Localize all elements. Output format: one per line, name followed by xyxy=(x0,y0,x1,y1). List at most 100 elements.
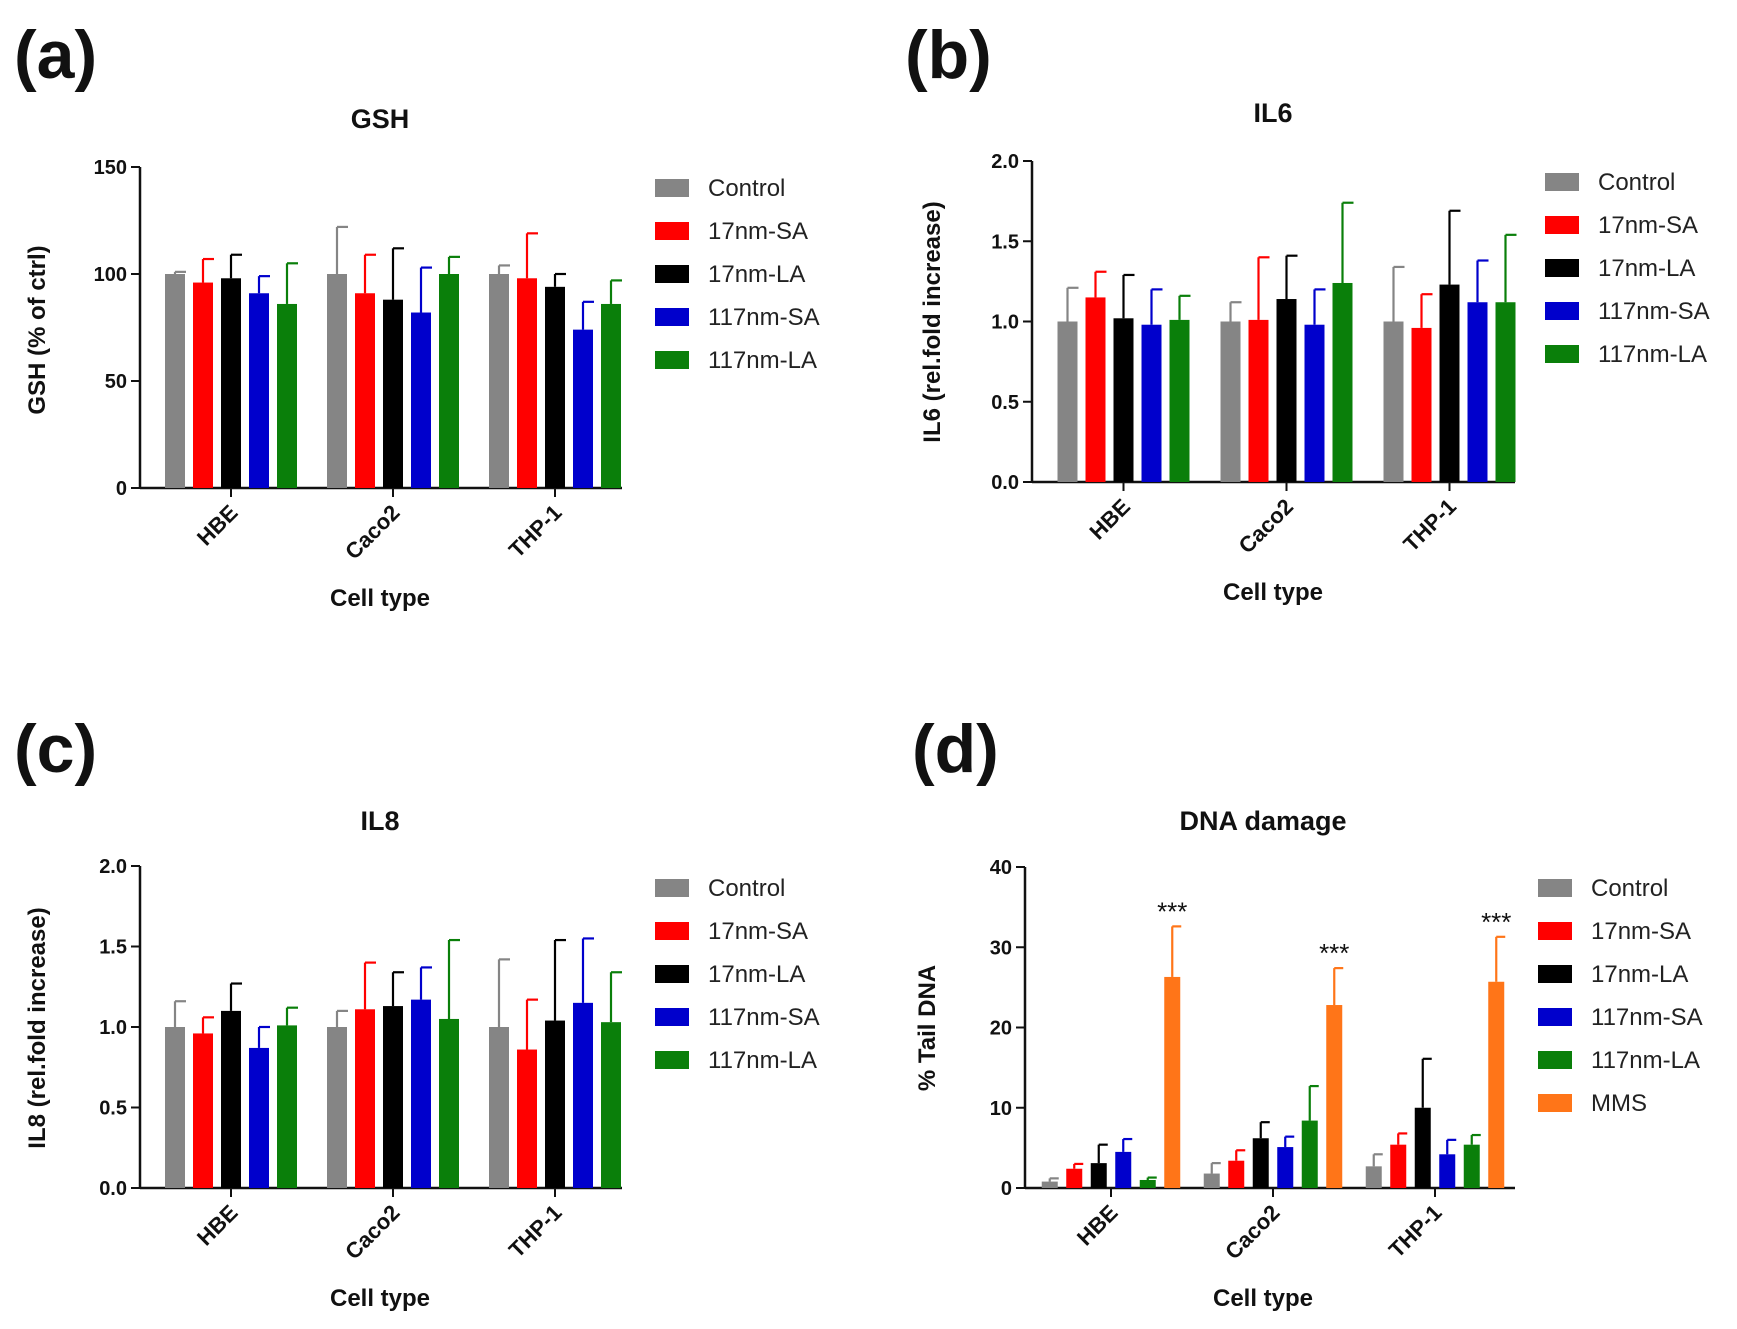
y-axis-label-c: IL8 (rel.fold increase) xyxy=(24,907,51,1148)
error-bar-117nm-la-thp-1-d xyxy=(1470,1133,1481,1145)
error-bar-117nm-sa-thp-1-d xyxy=(1446,1138,1457,1155)
legend-item-17nm-sa-c: 17nm-SA xyxy=(655,918,808,945)
y-tick-label-c: 0.5 xyxy=(99,1098,127,1120)
error-bar-17nm-sa-thp-1-a xyxy=(525,232,538,279)
bar-117nm-la-caco2-a xyxy=(439,274,459,488)
y-tick-label-d: 10 xyxy=(990,1098,1012,1120)
bar-17nm-la-caco2-d xyxy=(1252,1138,1269,1188)
error-bar-117nm-la-caco2-d xyxy=(1308,1084,1319,1121)
legend-item-117nm-sa-a: 117nm-SA xyxy=(655,304,820,331)
error-bar-17nm-sa-caco2-a xyxy=(363,253,376,294)
bar-control-hbe-a xyxy=(165,274,185,488)
bar-control-caco2-c xyxy=(327,1027,347,1188)
bar-17nm-la-thp-1-d xyxy=(1414,1107,1431,1188)
bar-117nm-la-thp-1-a xyxy=(601,303,621,488)
y-tick-label-d: 0 xyxy=(1001,1178,1012,1200)
error-bar-control-caco2-a xyxy=(335,225,348,274)
bar-control-caco2-a xyxy=(327,274,347,488)
legend-item-117nm-sa-d: 117nm-SA xyxy=(1538,1004,1703,1031)
error-bar-mms-thp-1-d xyxy=(1495,935,1506,982)
bar-17nm-sa-hbe-b xyxy=(1085,297,1106,482)
error-bar-17nm-la-hbe-a xyxy=(229,253,242,279)
error-bar-control-thp-1-a xyxy=(497,264,510,274)
error-bar-17nm-sa-hbe-c xyxy=(201,1016,214,1034)
bar-117nm-la-hbe-d xyxy=(1139,1179,1156,1188)
plot-area-d: 0 10 20 30 40 HBE Caco2 THP-1 *** *** *** xyxy=(990,857,1515,1264)
y-tick-label-b: 0.5 xyxy=(991,392,1019,414)
bar-control-thp-1-c xyxy=(489,1027,509,1188)
bar-17nm-sa-caco2-d xyxy=(1228,1160,1245,1188)
y-tick-label-b: 1.0 xyxy=(991,312,1019,334)
bar-17nm-sa-hbe-d xyxy=(1066,1168,1083,1188)
legend-swatch-117nm-sa xyxy=(1538,1008,1572,1026)
error-bar-117nm-sa-hbe-a xyxy=(257,275,270,294)
x-tick-label-thp-1-c: THP-1 xyxy=(504,1200,567,1263)
bar-117nm-sa-thp-1-d xyxy=(1439,1154,1456,1188)
error-bar-17nm-sa-hbe-d xyxy=(1073,1162,1084,1169)
legend-label-117nm-sa: 117nm-SA xyxy=(1598,298,1710,325)
bar-control-hbe-c xyxy=(165,1027,185,1188)
legend-swatch-17nm-la xyxy=(1538,965,1572,983)
legend-label-17nm-sa: 17nm-SA xyxy=(1591,918,1691,945)
legend-swatch-mms xyxy=(1538,1094,1572,1112)
bar-117nm-la-hbe-c xyxy=(277,1025,297,1188)
error-bar-117nm-la-thp-1-b xyxy=(1504,233,1517,303)
bar-17nm-sa-thp-1-c xyxy=(517,1049,537,1188)
error-bar-117nm-sa-caco2-d xyxy=(1284,1135,1295,1148)
bar-17nm-la-caco2-a xyxy=(383,299,403,488)
legend-label-17nm-la: 17nm-LA xyxy=(1598,255,1695,282)
legend-swatch-117nm-la xyxy=(655,1051,689,1069)
legend-item-17nm-la-c: 17nm-LA xyxy=(655,961,805,988)
error-bar-mms-caco2-d xyxy=(1333,967,1344,1006)
bar-17nm-la-caco2-c xyxy=(383,1006,403,1188)
legend-swatch-17nm-la xyxy=(655,965,689,983)
legend-label-17nm-sa: 17nm-SA xyxy=(1598,212,1698,239)
panel-letter-d: (d) xyxy=(912,711,999,787)
panel-letter-c: (c) xyxy=(14,711,97,787)
error-bar-117nm-la-caco2-b xyxy=(1341,201,1354,283)
x-axis-label-b: Cell type xyxy=(1223,579,1323,606)
legend-item-control-b: Control xyxy=(1545,169,1675,196)
bar-control-hbe-d xyxy=(1041,1181,1058,1188)
legend-label-control: Control xyxy=(708,875,785,902)
bar-17nm-sa-thp-1-a xyxy=(517,278,537,488)
error-bar-117nm-sa-hbe-c xyxy=(257,1025,270,1048)
legend-swatch-17nm-la xyxy=(1545,259,1579,277)
plot-area-b: 0.0 0.5 1.0 1.5 2.0 HBE Caco2 THP-1 xyxy=(991,151,1517,558)
legend-swatch-control xyxy=(655,179,689,197)
legend-label-mms: MMS xyxy=(1591,1090,1647,1117)
error-bar-117nm-sa-hbe-b xyxy=(1150,288,1163,325)
y-tick-label-a: 100 xyxy=(94,264,127,286)
bar-control-hbe-b xyxy=(1057,321,1078,482)
legend-swatch-117nm-sa xyxy=(1545,302,1579,320)
y-tick-label-a: 50 xyxy=(105,371,127,393)
error-bar-17nm-sa-caco2-b xyxy=(1257,256,1270,320)
legend-swatch-117nm-la xyxy=(1538,1051,1572,1069)
y-tick-label-b: 2.0 xyxy=(991,151,1019,173)
chart-title-a: GSH xyxy=(351,104,410,134)
bar-117nm-sa-caco2-a xyxy=(411,312,431,488)
error-bar-117nm-la-caco2-a xyxy=(447,255,460,274)
legend-item-117nm-la-b: 117nm-LA xyxy=(1545,341,1707,368)
panel-letter-b: (b) xyxy=(905,17,992,93)
error-bar-control-hbe-a xyxy=(173,270,186,274)
legend-label-control: Control xyxy=(708,175,785,202)
bar-17nm-sa-hbe-c xyxy=(193,1033,213,1188)
error-bar-17nm-la-thp-1-c xyxy=(553,938,566,1021)
y-tick-label-c: 0.0 xyxy=(99,1178,127,1200)
bar-17nm-sa-caco2-a xyxy=(355,293,375,488)
y-tick-label-b: 1.5 xyxy=(991,231,1019,253)
panel-c: (c) IL8 IL8 (rel.fold increase) Cell typ… xyxy=(14,711,820,1312)
legend-label-117nm-la: 117nm-LA xyxy=(1591,1047,1700,1074)
bar-117nm-sa-thp-1-b xyxy=(1467,302,1488,482)
legend-item-117nm-la-d: 117nm-LA xyxy=(1538,1047,1700,1074)
error-bar-17nm-sa-caco2-c xyxy=(363,961,376,1010)
legend-label-17nm-la: 17nm-LA xyxy=(1591,961,1688,988)
y-tick-label-c: 2.0 xyxy=(99,856,127,878)
bar-17nm-sa-caco2-b xyxy=(1248,319,1269,482)
y-tick-label-c: 1.0 xyxy=(99,1017,127,1039)
bar-control-thp-1-b xyxy=(1383,321,1404,482)
chart-title-d: DNA damage xyxy=(1179,806,1346,836)
bar-control-thp-1-a xyxy=(489,274,509,488)
y-tick-label-d: 40 xyxy=(990,857,1012,879)
